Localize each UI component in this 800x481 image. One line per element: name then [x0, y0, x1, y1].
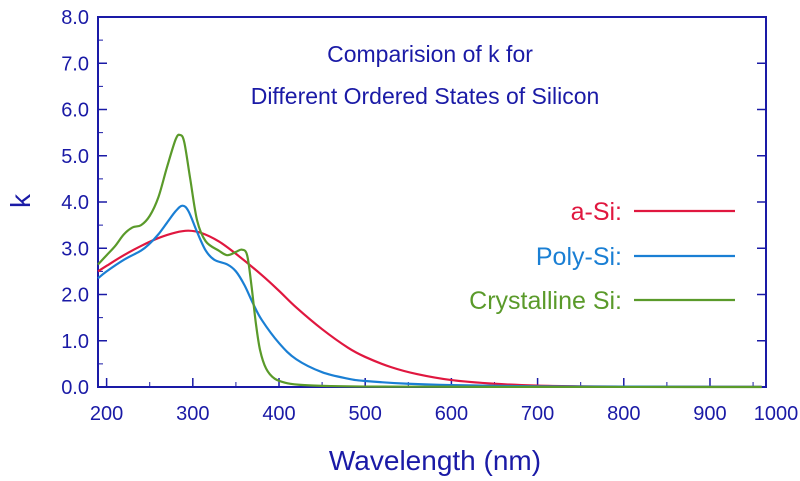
x-tick-label: 200: [90, 403, 123, 425]
x-axis-title: Wavelength (nm): [329, 445, 541, 476]
y-tick-label: 4.0: [61, 192, 89, 214]
crystalline-si-line: [97, 133, 762, 389]
a-si-line: [97, 229, 762, 389]
legend-crystalline-si-label: Crystalline Si:: [469, 287, 622, 315]
axes: [97, 16, 767, 388]
x-tick-label: 300: [176, 403, 209, 425]
y-tick-label: 5.0: [61, 146, 89, 168]
x-tick-label: 800: [607, 403, 640, 425]
x-tick-label: 600: [435, 403, 468, 425]
y-tick-label: 3.0: [61, 238, 89, 260]
y-tick-label: 8.0: [61, 7, 89, 29]
x-tick-label: 400: [262, 403, 295, 425]
y-tick-label: 6.0: [61, 100, 89, 122]
y-axis-title: k: [5, 193, 36, 208]
legend-a-si-label: a-Si:: [571, 198, 622, 226]
y-tick-label: 7.0: [61, 53, 89, 75]
x-tick-label: 1000: [754, 403, 799, 425]
chart-title-line-1: Comparision of k for: [327, 41, 533, 67]
y-tick-label: 1.0: [61, 331, 89, 353]
series-lines: [97, 133, 762, 389]
legend-poly-si-label: Poly-Si:: [536, 243, 622, 271]
plot-frame: [97, 16, 767, 388]
x-tick-label: 700: [521, 403, 554, 425]
poly-si-line: [97, 204, 762, 388]
x-tick-label: 500: [349, 403, 382, 425]
ticks: 200 300 400 500 600 700 800 900 1000 0.0 1.0 2.0 3.0…: [61, 7, 798, 425]
y-tick-label: 0.0: [61, 377, 89, 399]
x-tick-label: 900: [693, 403, 726, 425]
chart-title-line-2: Different Ordered States of Silicon: [251, 83, 600, 109]
legend: a-Si: Poly-Si: Crystalline Si:: [469, 198, 735, 315]
y-tick-label: 2.0: [61, 285, 89, 307]
